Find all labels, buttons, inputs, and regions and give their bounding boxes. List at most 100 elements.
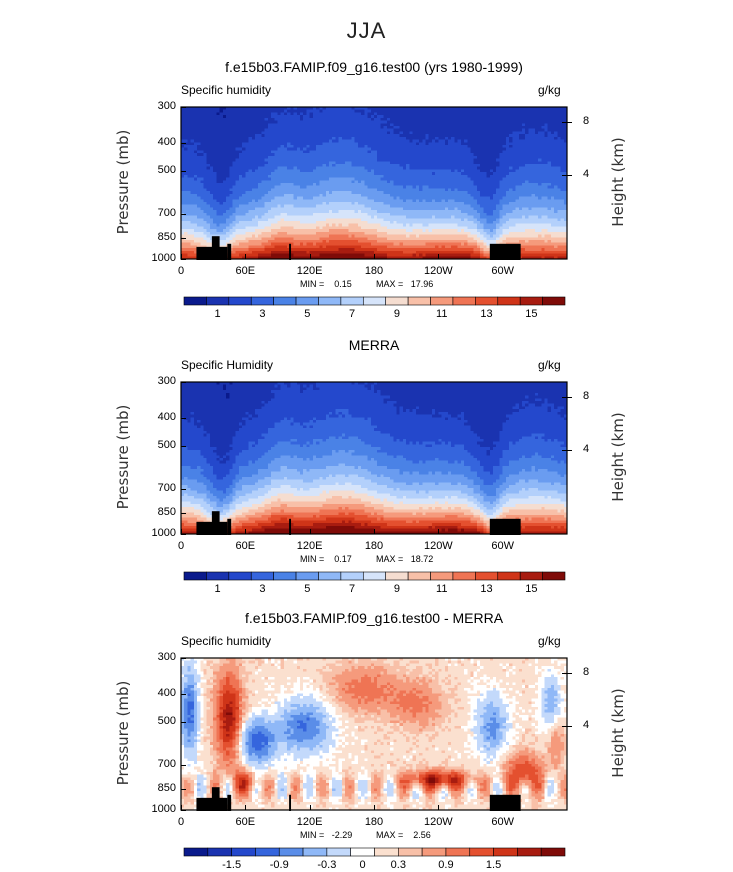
heatmap-cell <box>541 172 546 176</box>
heatmap-cell <box>348 112 353 116</box>
heatmap-cell <box>187 183 192 187</box>
heatmap-cell <box>274 188 279 192</box>
heatmap-cell <box>258 169 263 173</box>
heatmap-cell <box>264 204 269 209</box>
heatmap-cell <box>261 107 266 111</box>
heatmap-cell <box>254 196 259 200</box>
heatmap-cell <box>193 196 198 200</box>
heatmap-cell <box>525 120 529 124</box>
heatmap-cell <box>309 204 314 209</box>
heatmap-cell <box>203 136 208 141</box>
heatmap-cell <box>328 134 333 138</box>
heatmap-cell <box>357 150 362 154</box>
heatmap-cell <box>187 161 192 165</box>
heatmap-cell <box>415 174 420 179</box>
heatmap-cell <box>402 131 407 135</box>
heatmap-cell <box>206 207 211 211</box>
heatmap-cell <box>554 202 558 206</box>
heatmap-cell <box>444 112 449 116</box>
heatmap-cell <box>499 212 504 217</box>
heatmap-cell <box>219 134 224 138</box>
heatmap-cell <box>454 212 459 217</box>
heatmap-cell <box>238 172 243 176</box>
heatmap-cell <box>525 202 529 206</box>
heatmap-cell <box>480 153 484 157</box>
heatmap-cell <box>357 134 362 138</box>
heatmap-cell <box>515 115 520 119</box>
heatmap-cell <box>541 191 546 195</box>
heatmap-cell <box>290 218 295 222</box>
heatmap-cell <box>550 204 555 209</box>
heatmap-cell <box>531 212 536 217</box>
heatmap-cell <box>235 202 240 206</box>
heatmap-cell <box>415 128 420 133</box>
heatmap-cell <box>248 215 253 219</box>
heatmap-cell <box>309 161 314 165</box>
heatmap-cell <box>235 180 240 184</box>
heatmap-cell <box>296 212 301 217</box>
heatmap-cell <box>290 212 295 217</box>
heatmap-cell <box>489 196 494 200</box>
heatmap-cell <box>406 142 410 146</box>
heatmap-cell <box>328 177 333 181</box>
heatmap-cell <box>374 117 378 122</box>
heatmap-cell <box>518 166 523 171</box>
heatmap-cell <box>396 164 401 168</box>
heatmap-cell <box>409 112 414 116</box>
heatmap-cell <box>271 166 275 171</box>
heatmap-cell <box>486 204 491 209</box>
heatmap-cell <box>538 139 542 143</box>
heatmap-cell <box>547 112 552 116</box>
heatmap-cell <box>277 142 282 146</box>
heatmap-cell <box>489 177 494 181</box>
heatmap-cell <box>476 215 481 219</box>
heatmap-cell <box>181 128 185 133</box>
heatmap-cell <box>216 215 221 219</box>
heatmap-cell <box>380 202 385 206</box>
heatmap-cell <box>335 150 340 154</box>
heatmap-cell <box>502 139 507 143</box>
heatmap-cell <box>525 207 529 211</box>
heatmap-cell <box>489 174 494 179</box>
heatmap-cell <box>451 120 456 124</box>
heatmap-cell <box>435 109 439 114</box>
heatmap-cell <box>181 107 185 111</box>
heatmap-cell <box>460 169 465 173</box>
heatmap-cell <box>206 212 211 217</box>
heatmap-cell <box>322 169 327 173</box>
heatmap-cell <box>563 185 568 190</box>
heatmap-cell <box>335 147 340 152</box>
heatmap-cell <box>486 153 491 157</box>
heatmap-cell <box>351 142 356 146</box>
heatmap-cell <box>296 204 301 209</box>
heatmap-cell <box>274 164 279 168</box>
heatmap-cell <box>345 212 349 217</box>
heatmap-cell <box>496 120 501 124</box>
heatmap-cell <box>541 204 546 209</box>
heatmap-cell <box>300 177 304 181</box>
heatmap-cell <box>193 188 198 192</box>
heatmap-cell <box>544 183 549 187</box>
heatmap-cell <box>197 109 201 114</box>
heatmap-cell <box>554 188 558 192</box>
heatmap-cell <box>521 158 526 162</box>
heatmap-cell <box>502 202 507 206</box>
heatmap-cell <box>415 161 420 165</box>
heatmap-cell <box>213 155 217 160</box>
heatmap-cell <box>181 109 185 114</box>
heatmap-cell <box>251 199 256 203</box>
heatmap-cell <box>377 155 382 160</box>
heatmap-cell <box>258 180 263 184</box>
heatmap-cell <box>325 164 330 168</box>
heatmap-cell <box>245 204 250 209</box>
heatmap-cell <box>396 169 401 173</box>
heatmap-cell <box>428 212 433 217</box>
heatmap-cell <box>505 128 510 133</box>
heatmap-cell <box>563 161 568 165</box>
heatmap-cell <box>457 109 462 114</box>
heatmap-cell <box>206 117 211 122</box>
heatmap-cell <box>496 126 501 130</box>
heatmap-cell <box>296 174 301 179</box>
heatmap-cell <box>232 204 237 209</box>
heatmap-cell <box>563 107 568 111</box>
